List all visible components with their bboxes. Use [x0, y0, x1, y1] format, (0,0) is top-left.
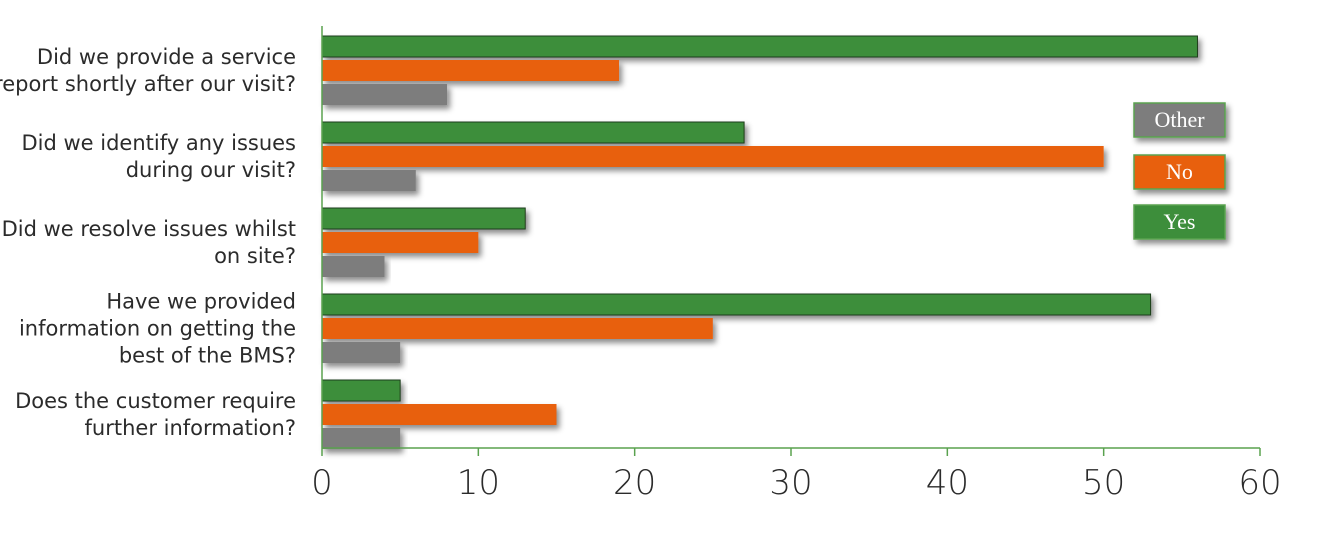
legend-label-no: No — [1166, 159, 1193, 184]
x-tick-label-60: 60 — [1238, 463, 1281, 503]
bar-no-1 — [322, 60, 620, 81]
legend-swatch-yes — [1133, 204, 1226, 240]
bar-yes-5 — [321, 379, 401, 402]
category-label-2: Did we identify any issues during our vis… — [21, 131, 296, 182]
bars-layer — [321, 35, 1198, 449]
bar-yes-1 — [321, 35, 1198, 58]
legend-swatch-no — [1133, 154, 1226, 190]
x-tick-label-50: 50 — [1082, 463, 1125, 503]
legend-swatch-other — [1133, 102, 1226, 138]
x-tick-label-20: 20 — [613, 463, 656, 503]
bar-no-4 — [322, 318, 713, 339]
bar-yes-4 — [321, 293, 1152, 316]
bar-other-2 — [322, 170, 416, 191]
legend: Other No Yes — [1133, 102, 1226, 240]
axes-layer: 0 10 20 30 40 50 60 — [311, 26, 1282, 503]
bar-other-1 — [322, 84, 448, 105]
bar-no-3 — [322, 232, 479, 253]
bar-yes-2 — [321, 121, 745, 144]
category-label-1: Did we provide a service report shortly a… — [0, 45, 296, 96]
bar-other-5 — [322, 428, 401, 449]
category-label-3: Did we resolve issues whilst on site? — [2, 217, 296, 268]
category-label-5: Does the customer require further informa… — [15, 389, 296, 440]
bar-other-3 — [322, 256, 385, 277]
legend-label-other: Other — [1154, 107, 1205, 132]
bar-other-4 — [322, 342, 401, 363]
labels-layer: Did we provide a service report shortly a… — [0, 45, 296, 440]
bar-no-2 — [322, 146, 1104, 167]
x-tick-label-30: 30 — [769, 463, 812, 503]
x-tick-label-40: 40 — [926, 463, 969, 503]
bar-no-5 — [322, 404, 557, 425]
category-label-4: Have we provided information on getting t… — [19, 290, 296, 368]
bar-yes-3 — [321, 207, 526, 230]
x-tick-label-10: 10 — [457, 463, 500, 503]
legend-label-yes: Yes — [1163, 209, 1195, 234]
x-tick-label-0: 0 — [311, 463, 333, 503]
